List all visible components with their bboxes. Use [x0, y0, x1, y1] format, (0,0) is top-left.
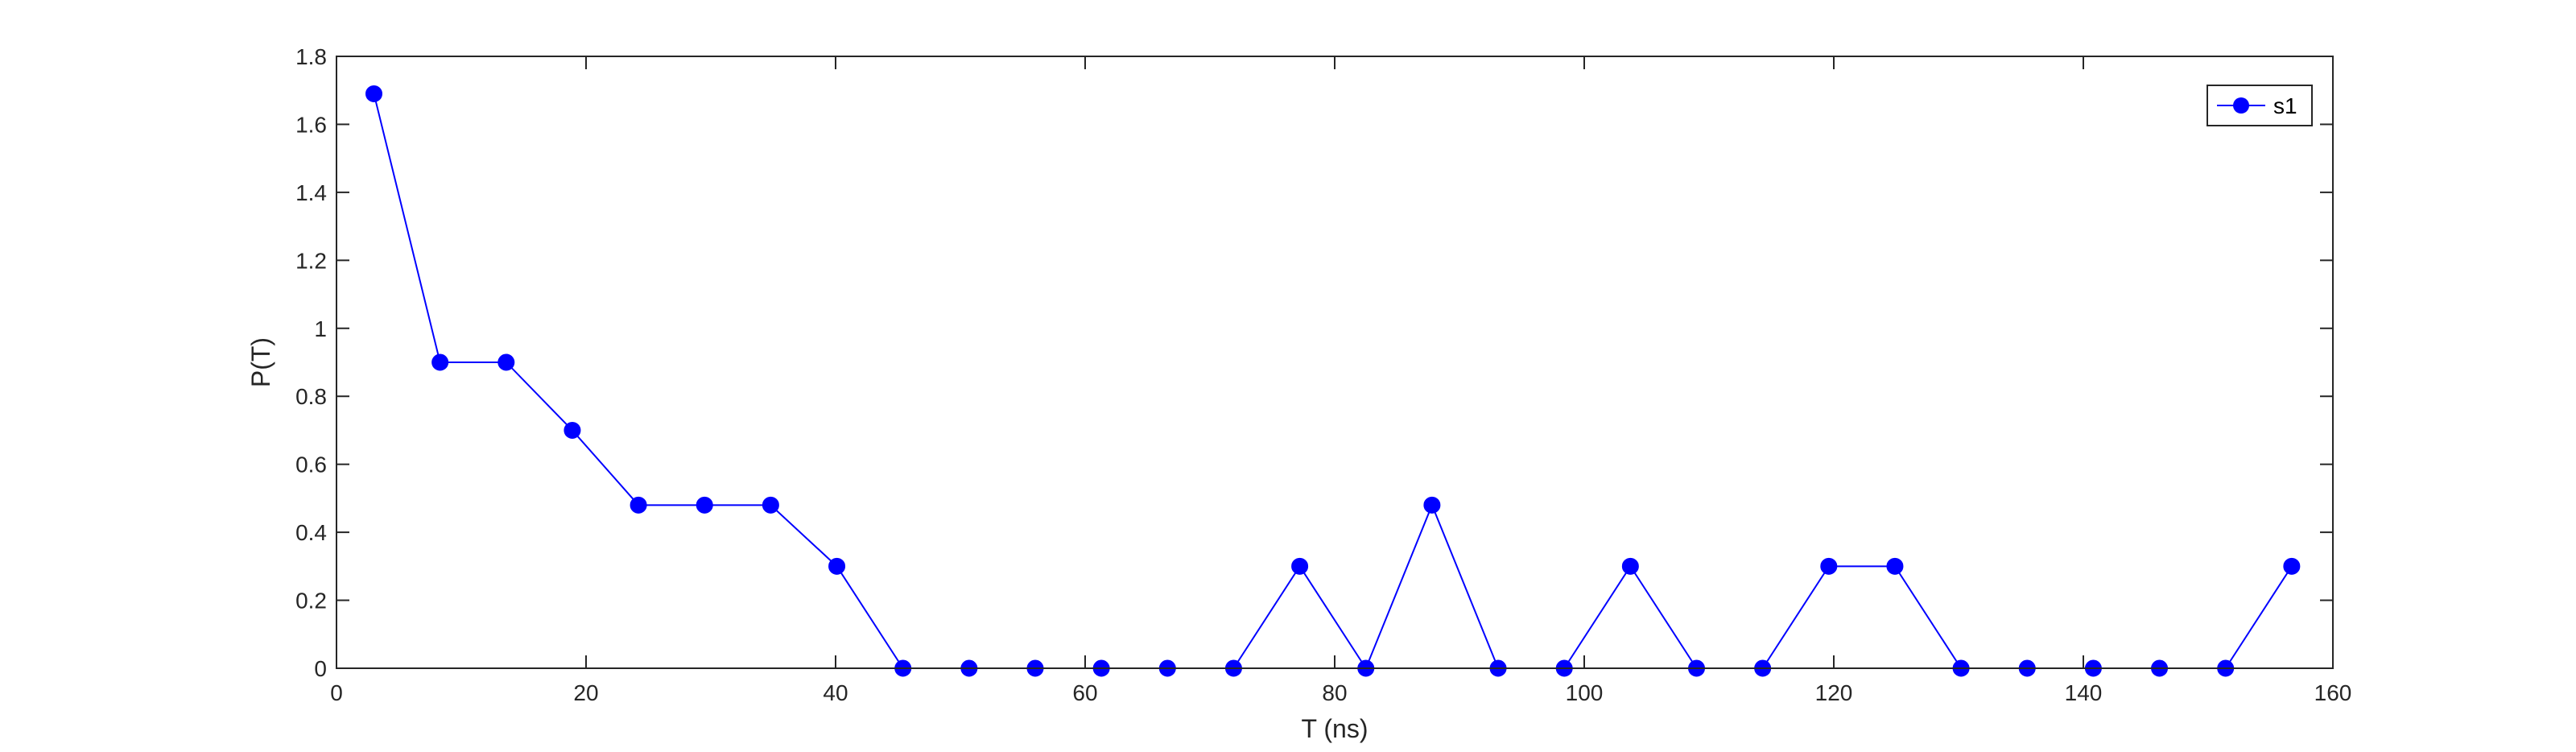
data-point [564, 421, 581, 439]
y-tick-label: 0 [314, 656, 327, 681]
data-point [1423, 496, 1441, 514]
x-tick-label: 100 [1566, 680, 1604, 705]
plot-frame [336, 56, 2334, 669]
data-point [431, 353, 449, 371]
x-tick-label: 140 [2065, 680, 2103, 705]
plot-area [336, 56, 2333, 668]
data-point [1291, 557, 1309, 575]
y-tick-label: 1.4 [295, 180, 327, 205]
legend-marker [2233, 97, 2249, 114]
y-tick-label: 1.8 [295, 44, 327, 69]
legend: s1 [2207, 85, 2313, 126]
x-tick-label: 40 [823, 680, 848, 705]
x-tick-label: 20 [573, 680, 598, 705]
data-point [1886, 557, 1904, 575]
data-point [497, 353, 515, 371]
data-point [1621, 557, 1639, 575]
x-tick-label: 0 [330, 680, 343, 705]
x-axis-label: T (ns) [1302, 714, 1368, 743]
x-tick-label: 60 [1072, 680, 1097, 705]
x-tick-label: 160 [2314, 680, 2352, 705]
y-tick-label: 1 [314, 316, 327, 341]
data-point [762, 496, 779, 514]
y-tick-label: 1.2 [295, 248, 327, 273]
data-point [696, 496, 713, 514]
x-tick-label: 120 [1815, 680, 1853, 705]
data-point [1820, 557, 1838, 575]
data-point [828, 557, 846, 575]
y-tick-label: 0.4 [295, 520, 327, 545]
y-tick-label: 1.6 [295, 112, 327, 137]
x-tick-label: 80 [1322, 680, 1347, 705]
data-point [365, 85, 382, 102]
y-axis-label: P(T) [246, 337, 275, 387]
legend-label: s1 [2273, 93, 2297, 118]
labels-layer: 0 20 40 60 80 100 120 140 160 0 0.2 0.4 0.6 0.8 1 1.2 1.… [246, 44, 2351, 743]
y-tick-label: 0.8 [295, 384, 327, 409]
y-tick-label: 0.2 [295, 589, 327, 614]
data-point [630, 496, 647, 514]
data-point [2283, 557, 2301, 575]
y-tick-label: 0.6 [295, 452, 327, 477]
